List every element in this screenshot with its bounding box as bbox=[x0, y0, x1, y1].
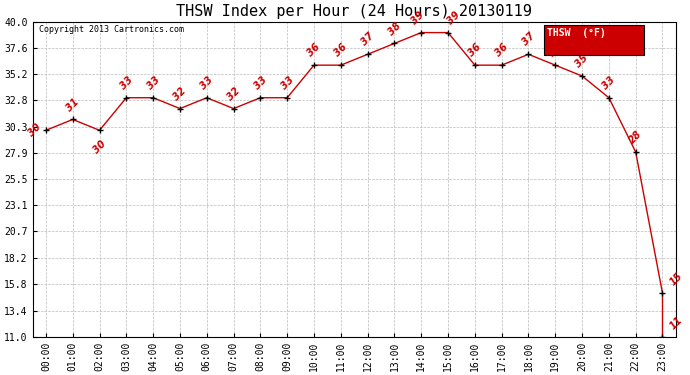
Text: 11: 11 bbox=[668, 315, 684, 331]
Text: 36: 36 bbox=[547, 42, 564, 58]
Text: 36: 36 bbox=[333, 42, 349, 58]
Text: 33: 33 bbox=[252, 75, 268, 91]
Text: 36: 36 bbox=[493, 42, 510, 58]
Text: 35: 35 bbox=[574, 53, 591, 69]
FancyBboxPatch shape bbox=[544, 25, 644, 55]
Text: 33: 33 bbox=[199, 75, 215, 91]
Text: Copyright 2013 Cartronics.com: Copyright 2013 Cartronics.com bbox=[39, 25, 184, 34]
Text: 33: 33 bbox=[118, 75, 135, 91]
Text: 39: 39 bbox=[445, 9, 462, 26]
Text: 15: 15 bbox=[668, 271, 684, 288]
Text: 33: 33 bbox=[279, 75, 295, 91]
Text: 36: 36 bbox=[306, 42, 322, 58]
Text: 32: 32 bbox=[225, 86, 242, 102]
Text: 33: 33 bbox=[145, 75, 161, 91]
Text: 30: 30 bbox=[91, 139, 108, 156]
Text: 33: 33 bbox=[600, 75, 617, 91]
Text: 32: 32 bbox=[172, 86, 188, 102]
Text: 38: 38 bbox=[386, 20, 403, 37]
Text: 36: 36 bbox=[466, 42, 483, 58]
Text: 31: 31 bbox=[64, 96, 81, 113]
Title: THSW Index per Hour (24 Hours) 20130119: THSW Index per Hour (24 Hours) 20130119 bbox=[176, 4, 532, 19]
Text: 28: 28 bbox=[627, 129, 644, 146]
Text: 37: 37 bbox=[520, 31, 537, 48]
Text: 30: 30 bbox=[27, 122, 43, 139]
Text: THSW  (°F): THSW (°F) bbox=[547, 28, 606, 38]
Text: 37: 37 bbox=[359, 31, 376, 48]
Text: 39: 39 bbox=[409, 9, 426, 26]
